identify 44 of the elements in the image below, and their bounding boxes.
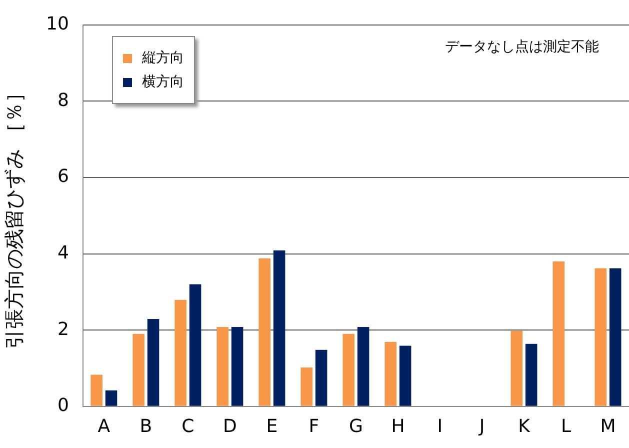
- x-tick-label: M: [600, 416, 616, 437]
- legend-label: 縦方向: [142, 49, 184, 67]
- bar: [231, 327, 244, 406]
- bar: [609, 268, 622, 406]
- bar: [216, 327, 228, 406]
- bar: [342, 334, 354, 406]
- x-tick-label: B: [140, 416, 152, 437]
- x-tick-label: D: [222, 416, 237, 437]
- bar: [300, 367, 312, 406]
- bar: [174, 300, 186, 406]
- x-tick-label: A: [98, 416, 111, 437]
- x-tick-label: F: [308, 416, 320, 437]
- bar: [357, 327, 370, 406]
- bar: [273, 250, 286, 406]
- x-tick-label: C: [182, 416, 194, 437]
- y-tick-label: 10: [46, 13, 69, 34]
- bar: [510, 330, 523, 406]
- y-axis-title: 引張方向の残留ひずみ ［％］: [2, 82, 26, 349]
- legend-label: 横方向: [142, 73, 184, 91]
- bar: [399, 346, 412, 406]
- bar: [105, 390, 118, 406]
- x-tick-label: I: [437, 416, 443, 437]
- x-tick-label: H: [391, 416, 405, 437]
- y-tick-label: 0: [57, 395, 69, 416]
- x-tick-label: L: [560, 416, 572, 437]
- x-tick-label: E: [266, 416, 278, 437]
- bar: [90, 374, 102, 406]
- bar: [384, 342, 396, 406]
- y-tick-label: 8: [57, 90, 69, 111]
- bar: [147, 319, 160, 406]
- bar: [594, 268, 607, 406]
- bar: [552, 261, 565, 406]
- y-tick-label: 6: [57, 166, 69, 188]
- x-tick-label: J: [478, 416, 485, 437]
- y-tick-label: 4: [57, 242, 69, 264]
- annotation: データなし点は測定不能: [445, 38, 599, 56]
- bar: [132, 334, 144, 406]
- y-tick-label: 2: [57, 318, 69, 340]
- bar: [189, 284, 202, 406]
- bar: [315, 350, 328, 406]
- x-tick-label: G: [348, 416, 363, 437]
- bar: [258, 258, 270, 406]
- x-tick-label: K: [518, 416, 532, 437]
- bar: [525, 344, 538, 406]
